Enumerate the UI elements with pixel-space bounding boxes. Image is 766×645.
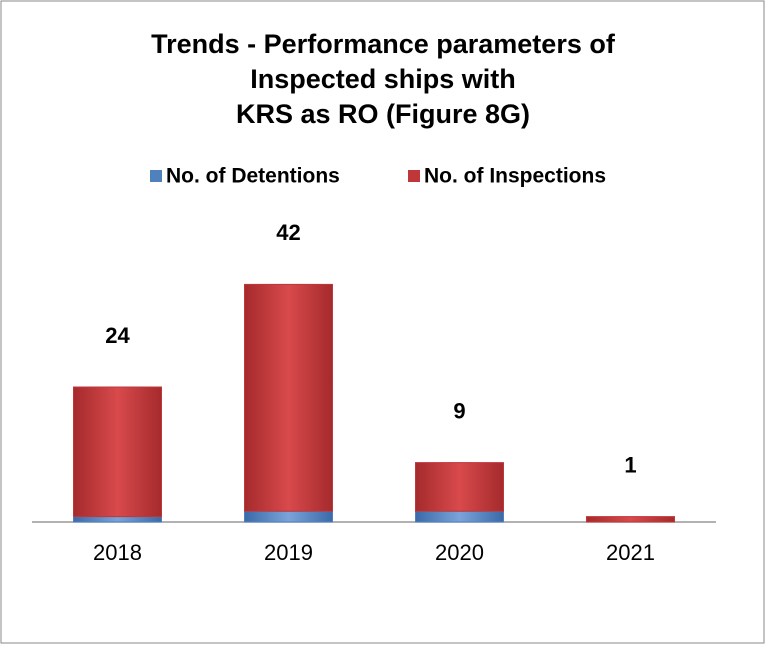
chart-title: Inspected ships with: [250, 64, 516, 94]
data-label: 42: [276, 220, 300, 245]
bar-segment: [415, 462, 504, 512]
chart-title: Trends - Performance parameters of: [151, 29, 616, 59]
x-tick-label: 2020: [435, 540, 484, 565]
chart-title: KRS as RO (Figure 8G): [236, 99, 530, 129]
data-label: 9: [453, 398, 465, 423]
bar-segment: [244, 283, 333, 512]
data-label: 24: [105, 323, 130, 348]
x-tick-label: 2019: [264, 540, 313, 565]
legend-swatch: [150, 170, 162, 182]
bar-segment: [244, 510, 333, 523]
bar-segment: [415, 510, 504, 523]
x-tick-label: 2021: [606, 540, 655, 565]
legend-swatch: [408, 170, 420, 182]
data-label: 1: [624, 452, 636, 477]
legend-label: No. of Inspections: [424, 165, 606, 188]
bar-segment: [73, 386, 162, 518]
x-tick-label: 2018: [93, 540, 142, 565]
bar-segment: [73, 516, 162, 523]
bar-segment: [586, 516, 675, 523]
legend-label: No. of Detentions: [166, 165, 340, 188]
